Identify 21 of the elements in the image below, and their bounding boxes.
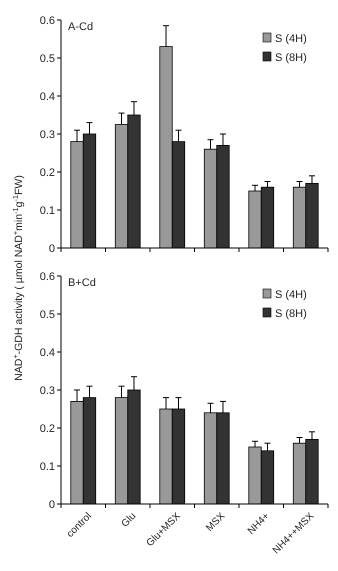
y-tick-label: 0.2 [40,422,55,435]
y-tick-label: 0.3 [40,128,55,141]
y-tick-label: 0.1 [40,204,55,217]
legend-label: S (8H) [275,308,307,320]
y-tick-label: 0.6 [40,270,55,283]
y-tick-label: 0.1 [40,460,55,473]
x-tick-label: Glu [120,510,138,530]
y-tick-label: 0 [48,498,55,511]
y-tick-label: 0.4 [40,90,55,103]
chart-title: B+Cd [68,277,96,289]
legend-label: S (8H) [275,52,307,64]
y-tick-label: 0.4 [40,346,55,359]
y-tick-label: 0 [48,242,55,255]
chart-title: A-Cd [68,21,94,33]
y-tick-label: 0.2 [40,166,55,179]
y-tick-label: 0.5 [40,308,55,321]
legend-label: S (4H) [275,288,307,301]
y-tick-label: 0.3 [40,384,55,397]
y-tick-label: 0.6 [40,14,55,27]
y-tick-label: 0.5 [40,52,55,65]
legend-label: S (4H) [275,32,307,45]
